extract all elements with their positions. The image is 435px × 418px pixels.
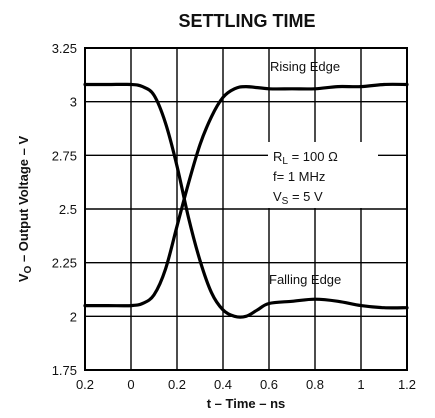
falling-edge-label: Falling Edge <box>269 272 341 287</box>
vs-label: VS = 5 V <box>273 189 323 207</box>
x-tick-label: 1.2 <box>398 377 416 392</box>
y-axis-label: VO – Output Voltage – V <box>16 136 34 283</box>
plot-frame <box>84 47 408 371</box>
x-tick-label: 0 <box>127 377 134 392</box>
rising-edge-curve <box>83 82 409 308</box>
x-tick-label: 0.4 <box>214 377 232 392</box>
y-tick-label: 3 <box>70 95 77 110</box>
rising-edge-label: Rising Edge <box>270 59 340 74</box>
x-tick-label: 0.6 <box>260 377 278 392</box>
y-tick-label: 1.75 <box>52 363 77 378</box>
y-label-sub: O <box>23 265 34 273</box>
grid-layer <box>85 48 407 370</box>
y-tick-label: 2 <box>70 309 77 324</box>
x-tick-label: 1 <box>357 377 364 392</box>
tick-layer: 0.2 0 0.2 0.4 0.6 0.8 1 1.2 1.75 2 2.25 2.5 2.75 3 3.2… <box>52 41 416 392</box>
curve-layer <box>83 82 409 319</box>
rl-rest: = 100 Ω <box>288 149 338 164</box>
y-tick-label: 3.25 <box>52 41 77 56</box>
y-tick-label: 2.5 <box>59 202 77 217</box>
vs-rest: = 5 V <box>288 189 323 204</box>
chart-title: SETTLING TIME <box>179 11 316 31</box>
y-tick-label: 2.75 <box>52 148 77 163</box>
vs-main: V <box>273 189 282 204</box>
y-label-rest: – Output Voltage – V <box>16 136 31 266</box>
y-label-main: V <box>16 273 31 282</box>
y-tick-label: 2.25 <box>52 256 77 271</box>
vs-sub: S <box>282 196 289 207</box>
params-label-bg <box>268 142 378 208</box>
rl-label: RL = 100 Ω <box>273 149 338 167</box>
falling-edge-curve <box>83 82 409 319</box>
rl-main: R <box>273 149 282 164</box>
x-axis-label: t – Time – ns <box>207 396 286 411</box>
rl-sub: L <box>282 156 288 167</box>
x-tick-label: 0.8 <box>306 377 324 392</box>
x-tick-label: 0.2 <box>76 377 94 392</box>
x-tick-label: 0.2 <box>168 377 186 392</box>
freq-label: f= 1 MHz <box>273 169 325 184</box>
